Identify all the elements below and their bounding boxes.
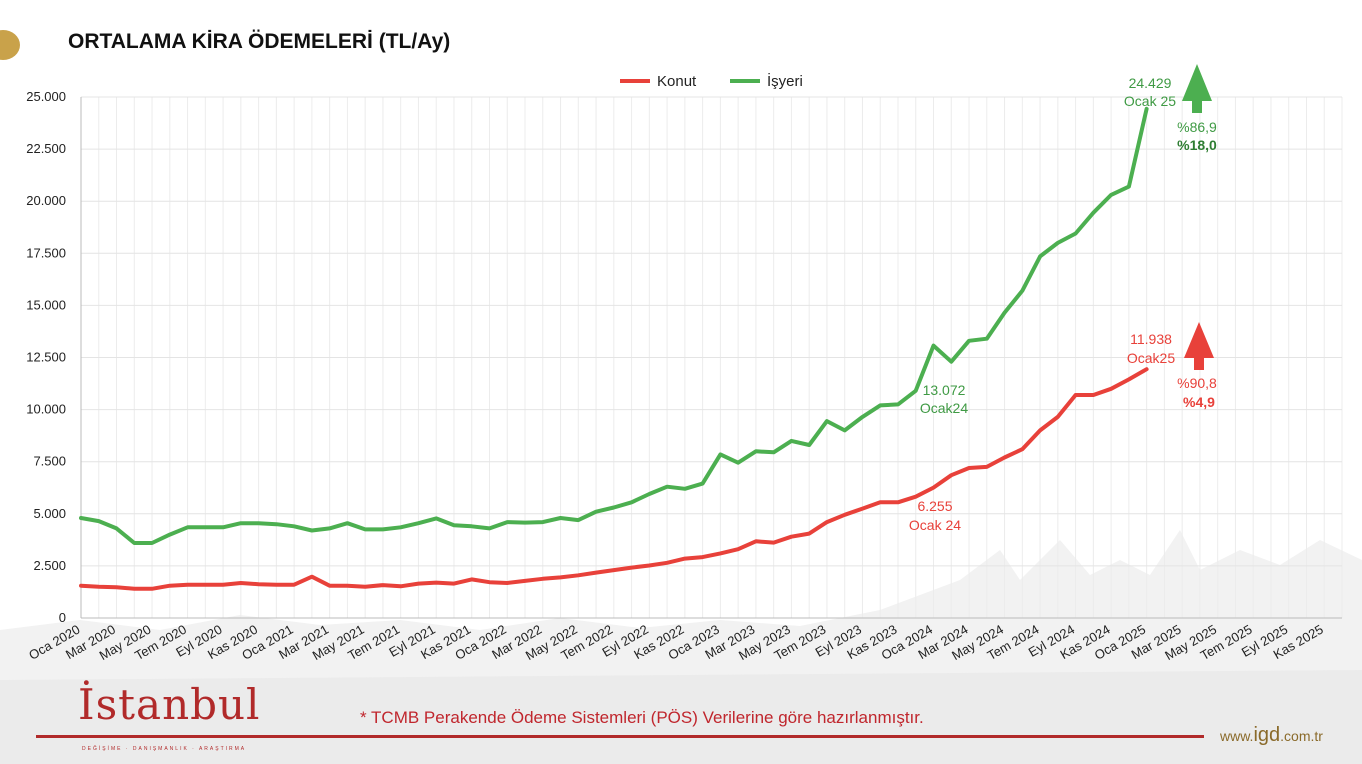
y-tick-label: 17.500 [26,245,66,260]
y-tick-label: 15.000 [26,297,66,312]
konut-peak-period: Ocak25 [1127,350,1175,366]
series-line-isyeri [79,106,1149,545]
konut-up-arrow-icon [1184,322,1214,370]
konut-peak-annotation: 11.938 Ocak25 %90,8 %4,9 [1127,322,1217,410]
grid-lines [80,96,1343,619]
brand-prefix: www. [1220,728,1254,744]
isyeri-2024-annotation: 13.072 Ocak24 [920,382,968,416]
y-tick-label: 7.500 [33,454,66,469]
y-tick-label: 10.000 [26,402,66,417]
footer-divider [36,735,1204,738]
y-tick-label: 12.500 [26,350,66,365]
istanbul-logo: İstanbul [78,680,261,729]
isyeri-peak-value: 24.429 [1129,75,1172,91]
istanbul-logo-subtitle: DEĞİŞİME · DANIŞMANLIK · ARAŞTIRMA [82,746,247,752]
y-tick-label: 22.500 [26,141,66,156]
brand-suffix: .com.tr [1280,728,1323,744]
konut-yearly-change: %90,8 [1177,375,1217,391]
isyeri-up-arrow-icon [1182,64,1212,113]
konut-monthly-change: %4,9 [1183,394,1215,410]
chart-title: ORTALAMA KİRA ÖDEMELERİ (TL/Ay) [68,30,451,53]
konut-2024-value: 6.255 [917,498,952,514]
konut-2024-annotation: 6.255 Ocak 24 [909,498,961,533]
isyeri-yearly-change: %86,9 [1177,119,1217,135]
y-tick-label: 20.000 [26,193,66,208]
series-lines [79,106,1149,591]
y-tick-label: 5.000 [33,506,66,521]
isyeri-monthly-change: %18,0 [1177,137,1217,153]
legend-isyeri-label: İşyeri [767,72,803,90]
y-tick-label: 0 [59,610,66,625]
isyeri-peak-period: Ocak 25 [1124,93,1176,109]
istanbul-skyline-background [0,530,1362,764]
y-tick-label: 25.000 [26,89,66,104]
corner-logo-mark [0,30,20,60]
y-axis-ticks: 0 2.500 5.000 7.500 10.000 12.500 15.000 17.500… [26,89,66,625]
konut-peak-value: 11.938 [1130,331,1172,347]
igd-website-brand: www.igd.com.tr [1220,724,1323,747]
isyeri-2024-period: Ocak24 [920,400,968,416]
legend-konut-label: Konut [657,73,697,90]
konut-2024-period: Ocak 24 [909,517,961,533]
brand-main: igd [1253,724,1281,746]
isyeri-2024-value: 13.072 [923,382,966,398]
isyeri-peak-annotation: 24.429 Ocak 25 %86,9 %18,0 [1124,64,1217,153]
y-tick-label: 2.500 [33,558,66,573]
series-line-konut [79,367,1149,591]
source-footnote: * TCMB Perakende Ödeme Sistemleri (PÖS) … [360,708,924,727]
legend: Konut İşyeri [620,72,803,90]
